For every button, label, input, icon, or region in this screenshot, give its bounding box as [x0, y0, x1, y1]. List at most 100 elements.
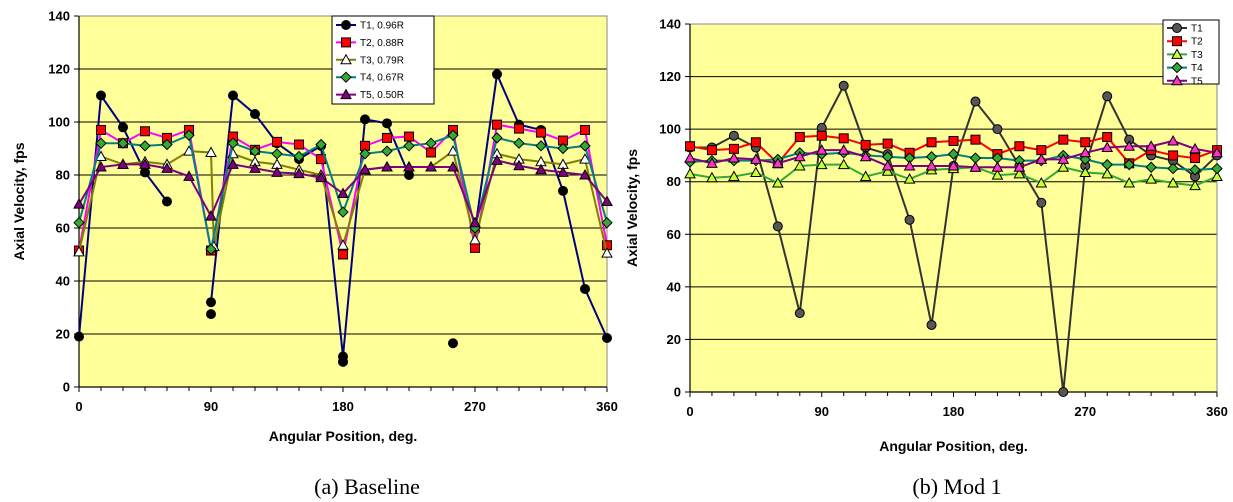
data-point — [381, 161, 393, 172]
data-point — [1036, 145, 1047, 156]
data-point — [728, 170, 740, 181]
data-point — [95, 161, 107, 172]
data-point — [535, 140, 547, 152]
data-point — [601, 247, 613, 258]
data-point — [728, 130, 739, 141]
data-point — [1058, 134, 1069, 145]
data-point — [838, 80, 849, 91]
series-4 — [73, 129, 613, 255]
data-point — [706, 145, 717, 156]
data-point — [1167, 134, 1179, 146]
data-point — [816, 130, 827, 141]
data-point — [602, 332, 612, 343]
data-point — [601, 216, 613, 229]
figure-caption: (a) Baseline — [314, 474, 420, 499]
data-point — [360, 114, 370, 125]
y-tick-label: 20 — [667, 332, 681, 347]
data-point — [903, 173, 916, 184]
data-point — [750, 153, 762, 164]
data-point — [492, 119, 502, 130]
data-point — [771, 157, 784, 168]
data-point — [1123, 140, 1136, 151]
data-point — [271, 148, 283, 160]
data-point — [1211, 146, 1223, 158]
legend-entry-label: T3 — [1191, 50, 1203, 61]
data-point — [492, 69, 502, 80]
data-point — [205, 243, 217, 255]
x-tick-label: 270 — [464, 399, 486, 414]
data-point — [1145, 161, 1157, 173]
data-point — [1013, 167, 1026, 179]
data-point — [947, 148, 960, 160]
data-point — [139, 140, 151, 152]
data-point — [447, 161, 459, 172]
data-point — [1145, 140, 1157, 151]
data-point — [1079, 166, 1092, 178]
legend-swatch-marker — [341, 37, 351, 48]
legend-entry-label: T3, 0.79R — [360, 55, 404, 66]
data-point — [1058, 387, 1069, 397]
data-point — [1211, 162, 1223, 175]
data-point — [293, 150, 305, 163]
legend-swatch-marker — [340, 88, 352, 100]
data-point — [337, 187, 349, 199]
legend-swatch-marker — [1171, 74, 1183, 86]
data-point — [904, 214, 915, 225]
data-point — [926, 137, 937, 148]
x-axis-title: Angular Position, deg. — [879, 438, 1028, 454]
data-point — [815, 144, 828, 155]
data-point — [706, 171, 718, 183]
data-point — [206, 297, 216, 308]
data-point — [161, 162, 173, 173]
series-line — [78, 149, 608, 254]
data-point — [95, 137, 107, 149]
y-tick-label: 100 — [48, 115, 70, 130]
data-point — [793, 150, 806, 162]
data-point — [161, 138, 173, 151]
data-point — [794, 308, 805, 319]
data-point — [859, 170, 872, 181]
data-point — [469, 233, 481, 245]
data-point — [183, 170, 195, 181]
data-point — [1079, 146, 1092, 158]
data-point — [1211, 170, 1223, 181]
legend-entry-label: T5, 0.50R — [360, 90, 404, 101]
data-point — [771, 176, 784, 188]
data-point — [140, 126, 150, 137]
data-point — [403, 140, 415, 152]
x-tick-label: 0 — [686, 404, 693, 419]
data-point — [315, 171, 327, 183]
data-point — [1080, 137, 1091, 148]
data-point — [837, 158, 850, 170]
legend-entry-label: T4 — [1191, 63, 1203, 74]
data-point — [859, 150, 872, 162]
data-point — [359, 148, 371, 160]
data-point — [228, 90, 238, 101]
data-point — [903, 159, 916, 171]
data-point — [580, 124, 590, 135]
data-point — [882, 138, 893, 149]
data-point — [426, 147, 436, 158]
y-tick-label: 40 — [667, 279, 681, 294]
data-point — [117, 158, 129, 169]
data-point — [991, 169, 1004, 180]
data-point — [557, 142, 569, 155]
data-point — [227, 137, 239, 149]
data-point — [1035, 176, 1048, 188]
x-tick-label: 90 — [815, 404, 829, 419]
legend-swatch-marker — [1172, 36, 1182, 47]
legend-swatch-marker — [341, 20, 351, 30]
y-tick-label: 40 — [56, 274, 70, 289]
data-point — [1189, 142, 1201, 154]
data-point — [338, 249, 348, 260]
data-point — [750, 137, 761, 148]
data-point — [1145, 173, 1157, 184]
data-point — [513, 159, 525, 171]
data-point — [706, 157, 718, 168]
data-point — [249, 162, 261, 173]
data-point — [1167, 176, 1179, 188]
legend-entry-label: T4, 0.67R — [360, 73, 404, 84]
data-point — [1102, 91, 1113, 102]
data-point — [1057, 153, 1070, 164]
